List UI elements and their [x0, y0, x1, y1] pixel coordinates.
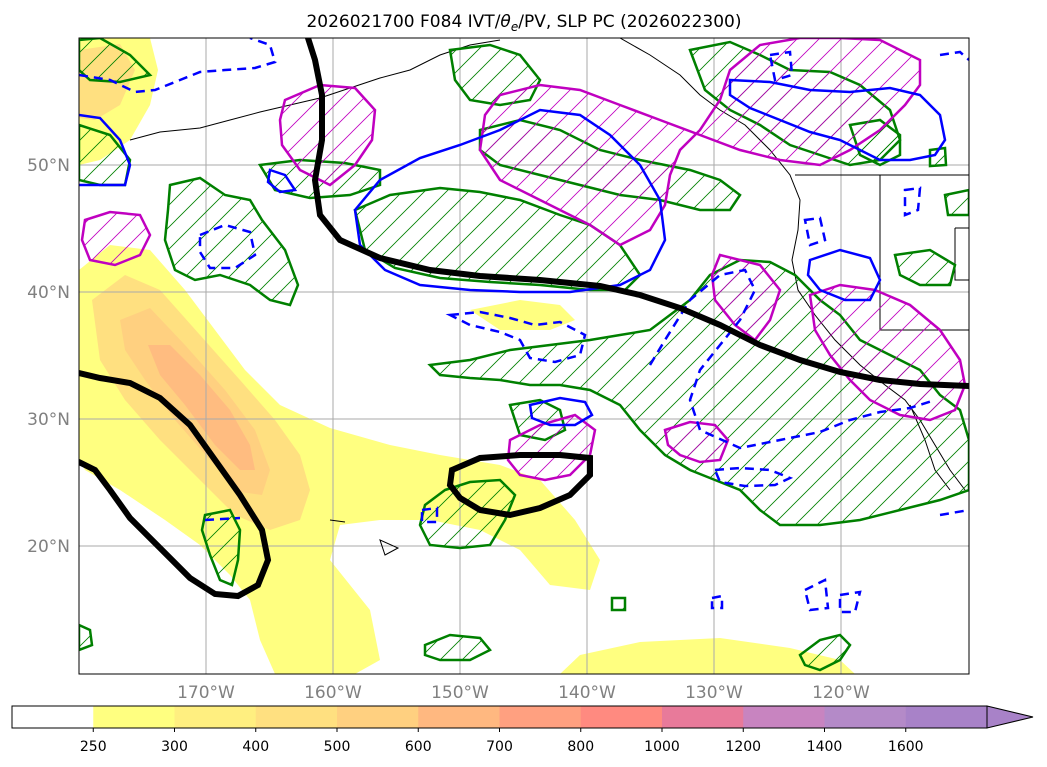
theta-e-contour-q	[893, 248, 957, 287]
colorbar-tick-label: 800	[567, 739, 594, 755]
colorbar-ticks: 250 300 400 500 600 700 800 1000 1200 1400 1600	[80, 728, 924, 755]
ivt-region-center	[470, 300, 575, 330]
colorbar-cell	[580, 706, 663, 728]
blue-solid-contours	[79, 78, 947, 427]
colorbar-cell	[93, 706, 175, 728]
ivt-region-plume-max	[148, 345, 255, 470]
colorbar-tick-label: 600	[405, 739, 432, 755]
colorbar-cell	[337, 706, 419, 728]
lon-label-140w: 140°W	[558, 683, 616, 703]
colorbar-tick-label: 700	[486, 739, 513, 755]
pv-contour-e	[506, 413, 597, 482]
theta-e-contour-o	[610, 596, 627, 612]
colorbar-cell	[174, 706, 257, 728]
colorbar-cell	[418, 706, 500, 728]
lon-labels: 170°W 160°W 150°W 140°W 130°W 120°W	[177, 683, 870, 703]
theta-e-contour-a	[163, 176, 300, 307]
colorbar-tick-label: 1600	[888, 739, 924, 755]
colorbar-tick-label: 250	[80, 739, 107, 755]
colorbar-tick-label: 500	[324, 739, 351, 755]
lon-label-170w: 170°W	[177, 683, 235, 703]
colorbar: 250 300 400 500 600 700 800 1000 1200 1400 1600	[11, 705, 1034, 755]
figure-title: 2026021700 F084 IVT/θe/PV, SLP PC (20260…	[306, 12, 741, 34]
pv-contour-w	[80, 210, 152, 267]
map-frame	[78, 37, 970, 675]
lat-label-50: 50°N	[27, 156, 70, 176]
colorbar-tick-label: 1000	[644, 739, 680, 755]
colorbar-cell	[662, 706, 744, 728]
colorbar-cell	[905, 706, 988, 728]
colorbar-cell	[12, 706, 94, 728]
lon-label-120w: 120°W	[812, 683, 870, 703]
lon-label-160w: 160°W	[304, 683, 362, 703]
blue-dashed-contours	[79, 38, 969, 614]
colorbar-tick-label: 400	[242, 739, 269, 755]
colorbar-cell	[824, 706, 907, 728]
lat-label-20: 20°N	[27, 537, 70, 557]
lat-labels: 50°N 40°N 30°N 20°N	[27, 156, 70, 557]
colorbar-tick-label: 300	[161, 739, 188, 755]
theta-e-contour-l	[423, 633, 492, 662]
theta-e-contour-m	[798, 633, 852, 672]
lat-label-30: 30°N	[27, 410, 70, 430]
colorbar-tick-label: 1200	[725, 739, 761, 755]
lon-label-150w: 150°W	[431, 683, 489, 703]
map-plot-area	[79, 38, 969, 674]
colorbar-cell	[743, 706, 825, 728]
theta-e-contour-nw	[79, 38, 153, 84]
pv-contour-a	[278, 83, 377, 187]
colorbar-tick-label: 1400	[807, 739, 843, 755]
slp-contours	[79, 38, 969, 600]
theta-e-contour-k	[200, 508, 242, 587]
colorbar-cells	[12, 706, 988, 728]
colorbar-extend-arrow	[986, 705, 1034, 729]
theta-e-contour-n	[79, 623, 94, 652]
lat-label-40: 40°N	[27, 283, 70, 303]
colorbar-cell	[255, 706, 338, 728]
theta-e-contour-r	[943, 188, 969, 217]
ivt-region-southeast	[560, 638, 855, 674]
colorbar-cell	[499, 706, 582, 728]
lon-label-130w: 130°W	[685, 683, 743, 703]
